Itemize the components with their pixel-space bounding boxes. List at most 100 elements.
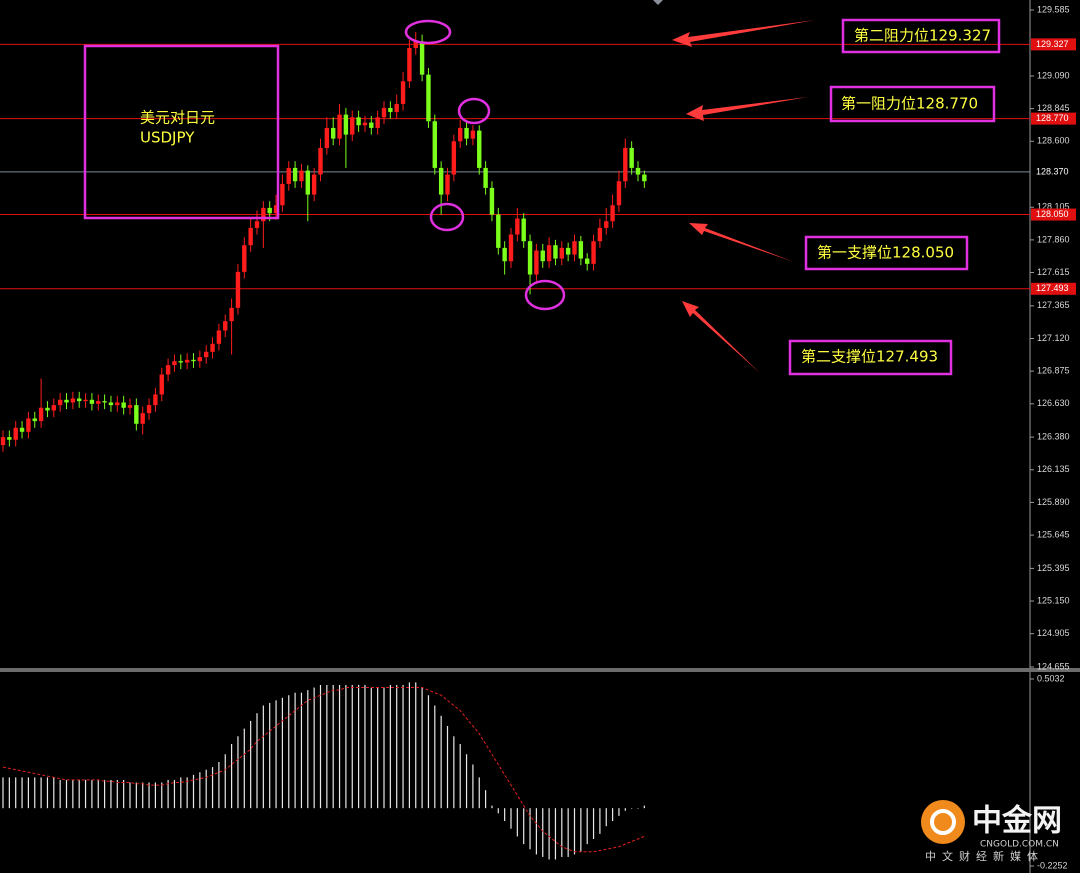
candle-body: [426, 74, 431, 122]
highlight-circle: [524, 279, 566, 311]
candle-body: [331, 127, 336, 139]
highlight-circle: [429, 202, 465, 232]
highlight-circle: [457, 97, 491, 125]
y-tick-label: 127.615: [1037, 267, 1070, 277]
candle-body: [388, 107, 393, 112]
macd-bar: [269, 702, 271, 809]
macd-bar: [161, 782, 163, 809]
macd-bar: [351, 684, 353, 809]
candle-body: [292, 167, 298, 182]
candle-body: [343, 114, 349, 135]
watermark-slogan: 中文财经新媒体: [925, 849, 1044, 863]
macd-bar: [142, 782, 144, 809]
macd-bar: [78, 779, 80, 809]
candle-body: [585, 258, 590, 264]
y-tick-label: 125.150: [1037, 595, 1070, 605]
candle-body: [51, 405, 56, 411]
macd-bar: [459, 744, 461, 809]
macd-bar: [504, 808, 506, 822]
candle-body: [299, 170, 304, 182]
candle-body: [559, 247, 564, 259]
candle-body: [337, 114, 342, 139]
candle-body: [534, 250, 539, 275]
arrow: [672, 20, 815, 47]
macd-bar: [497, 808, 499, 814]
macd-bar: [326, 684, 328, 809]
level-box: [841, 18, 1001, 54]
candle-body: [216, 330, 222, 344]
y-tick-label: 127.860: [1037, 234, 1070, 244]
macd-bar: [27, 777, 29, 809]
macd-bar: [586, 808, 588, 845]
candle-body: [0, 437, 6, 446]
level-box: [829, 85, 996, 123]
macd-bar: [567, 808, 569, 857]
candle-body: [127, 405, 133, 408]
macd-bar: [599, 808, 601, 834]
macd-bar: [275, 700, 277, 809]
candle-body: [223, 321, 228, 331]
candle-body: [369, 122, 374, 128]
annotation-text: 美元对日元: [140, 109, 215, 127]
candle-body: [451, 141, 457, 175]
candle-body: [267, 207, 272, 214]
candle-body: [616, 181, 622, 206]
macd-bar: [243, 728, 245, 809]
candle-body: [362, 122, 368, 126]
macd-bar: [440, 715, 442, 809]
candle-body: [273, 205, 279, 214]
macd-bar: [377, 687, 379, 809]
annotation-text: 第二阻力位129.327: [854, 27, 991, 45]
candle-body: [210, 343, 215, 352]
macd-bar: [631, 808, 633, 809]
candle-body: [419, 41, 425, 75]
candle-body: [458, 127, 463, 142]
y-tick-label: 0.5032: [1037, 673, 1065, 683]
candle-body: [38, 407, 44, 422]
macd-bar: [358, 684, 360, 809]
candle-body: [134, 405, 139, 424]
macd-bar: [510, 808, 512, 829]
candle-body: [527, 241, 533, 275]
macd-bar: [21, 777, 23, 809]
y-tick-label: 128.845: [1037, 103, 1070, 113]
level-label-bg: [1031, 282, 1076, 295]
annotation-text: 第一阻力位128.770: [841, 95, 978, 113]
macd-bar: [370, 687, 372, 809]
candle-body: [13, 427, 18, 440]
macd-bar: [624, 808, 626, 811]
macd-bar: [307, 690, 309, 809]
arrow: [686, 97, 808, 121]
signal-line: [2, 687, 645, 853]
macd-bar: [319, 684, 322, 809]
macd-bar: [72, 779, 74, 809]
candle-body: [242, 245, 247, 272]
candle-body: [540, 250, 545, 262]
macd-bar: [116, 779, 118, 809]
macd-bar: [129, 782, 131, 809]
watermark-logo-text: 中金网: [972, 804, 1062, 839]
macd-bar: [224, 754, 226, 809]
candle-body: [102, 401, 107, 403]
y-tick-label: 129.090: [1037, 70, 1070, 80]
macd-bar: [192, 774, 195, 809]
y-tick-label: 126.380: [1037, 431, 1070, 441]
candle-body: [153, 394, 158, 406]
candle-body: [64, 399, 69, 403]
annotation-text: USDJPY: [140, 129, 195, 147]
macd-bar: [465, 754, 468, 809]
macd-bar: [573, 808, 576, 855]
candle-body: [610, 205, 615, 222]
y-tick-label: 129.585: [1037, 4, 1070, 14]
macd-bar: [643, 805, 645, 809]
candle-body: [7, 437, 12, 440]
panel-divider: [0, 668, 1080, 672]
macd-bar: [529, 808, 531, 850]
level-label-bg: [1031, 112, 1076, 125]
macd-bar: [2, 777, 4, 809]
candle-body: [591, 241, 596, 264]
candle-body: [305, 170, 310, 195]
level-label: 129.327: [1036, 39, 1069, 49]
